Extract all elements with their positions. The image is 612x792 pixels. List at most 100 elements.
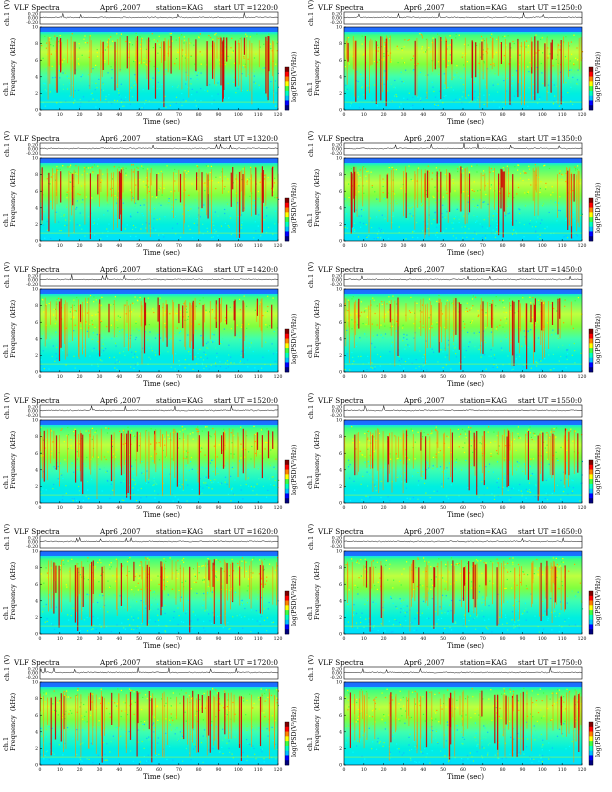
y-tick-label: 10 <box>32 156 38 162</box>
amplitude-frame <box>40 274 278 286</box>
x-tick-label: 70 <box>176 374 182 380</box>
x-tick-label: 10 <box>57 636 63 642</box>
y-tick-label: 2 <box>339 615 342 621</box>
colorbar <box>285 460 289 503</box>
spectrogram-panel: VLF Spectra Apr6 ,2007 station=KAG start UT… <box>306 4 598 122</box>
spectrogram-panel: VLF Spectra Apr6 ,2007 station=KAG start UT… <box>2 135 294 253</box>
panel-plot: 0.200.00-0.2002468100 10 20 30 40 50 60 70 80 90 1… <box>306 528 598 648</box>
y-tick-label: 6 <box>35 451 38 457</box>
panel-plot: 0.200.00-0.2002468100 10 20 30 40 50 60 70 80 90 1… <box>306 266 598 386</box>
x-tick-label: 10 <box>361 505 367 511</box>
y-tick-label: 2 <box>339 91 342 97</box>
x-tick-label: 50 <box>136 374 142 380</box>
x-tick-label: 110 <box>254 505 263 511</box>
x-tick-label: 80 <box>196 374 202 380</box>
y-tick-label: 10 <box>32 549 38 555</box>
x-tick-label: 60 <box>156 505 162 511</box>
y-tick-label: 2 <box>35 746 38 752</box>
y-tick-label: 4 <box>339 205 342 211</box>
x-tick-label: 70 <box>176 505 182 511</box>
x-tick-label: 40 <box>420 767 426 773</box>
spectrogram-noise-band <box>40 158 278 163</box>
x-tick-label: 10 <box>57 374 63 380</box>
y-tick-label: 10 <box>32 418 38 424</box>
x-tick-label: 90 <box>216 112 222 118</box>
spectrogram-noise-band <box>40 682 278 687</box>
x-tick-label: 30 <box>97 374 103 380</box>
panel-plot: 0.200.00-0.2002468100 10 20 30 40 50 60 70 80 90 1… <box>2 4 294 124</box>
colorbar <box>589 198 593 241</box>
spectrogram-panel: VLF Spectra Apr6 ,2007 station=KAG start UT… <box>2 659 294 777</box>
x-tick-label: 20 <box>77 374 83 380</box>
y-tick-label: 10 <box>336 680 342 686</box>
x-tick-label: 60 <box>156 767 162 773</box>
x-tick-label: 10 <box>361 112 367 118</box>
y-tick-label: 8 <box>339 696 342 702</box>
x-tick-label: 110 <box>558 374 567 380</box>
x-tick-label: 120 <box>274 243 283 249</box>
amplitude-frame <box>344 12 582 24</box>
x-tick-label: 100 <box>538 243 547 249</box>
x-tick-label: 30 <box>401 767 407 773</box>
x-tick-label: 120 <box>578 112 587 118</box>
x-tick-label: 30 <box>97 112 103 118</box>
x-tick-label: 100 <box>234 374 243 380</box>
y-tick-label: 8 <box>35 696 38 702</box>
x-tick-label: 20 <box>381 374 387 380</box>
x-tick-label: 40 <box>116 243 122 249</box>
x-tick-label: 10 <box>361 636 367 642</box>
x-tick-label: 110 <box>558 636 567 642</box>
x-tick-label: 90 <box>520 374 526 380</box>
spectrogram-noise-band <box>344 420 582 425</box>
x-tick-label: 30 <box>97 636 103 642</box>
x-tick-label: 40 <box>116 767 122 773</box>
panel-plot: 0.200.00-0.2002468100 10 20 30 40 50 60 70 80 90 1… <box>2 397 294 517</box>
y-tick-label: 4 <box>339 467 342 473</box>
x-tick-label: 90 <box>520 112 526 118</box>
y-tick-label: 6 <box>339 189 342 195</box>
x-tick-label: 0 <box>343 767 346 773</box>
y-tick-label: 6 <box>339 713 342 719</box>
x-tick-label: 10 <box>57 767 63 773</box>
x-tick-label: 80 <box>196 112 202 118</box>
x-tick-label: 120 <box>274 767 283 773</box>
x-tick-label: 40 <box>420 505 426 511</box>
y-tick-label: 4 <box>35 467 38 473</box>
x-tick-label: 70 <box>480 243 486 249</box>
y-tick-label: 10 <box>32 287 38 293</box>
x-tick-label: 90 <box>216 505 222 511</box>
x-tick-label: 0 <box>343 374 346 380</box>
y-tick-label: 6 <box>35 713 38 719</box>
x-tick-label: 0 <box>39 636 42 642</box>
y-tick-label: 10 <box>32 25 38 31</box>
x-tick-label: 30 <box>97 243 103 249</box>
x-tick-label: 100 <box>234 767 243 773</box>
y-tick-label: 6 <box>339 320 342 326</box>
x-tick-label: 120 <box>274 374 283 380</box>
x-tick-label: 80 <box>500 767 506 773</box>
spectrogram-panel: VLF Spectra Apr6 ,2007 station=KAG start UT… <box>2 528 294 646</box>
x-tick-label: 60 <box>156 243 162 249</box>
y-tick-label: 2 <box>339 746 342 752</box>
y-tick-label: 10 <box>336 418 342 424</box>
y-tick-label: 2 <box>339 484 342 490</box>
y-tick-label: 4 <box>339 74 342 80</box>
x-tick-label: 80 <box>196 767 202 773</box>
x-tick-label: 50 <box>136 636 142 642</box>
spectrogram-background <box>40 158 278 241</box>
x-tick-label: 50 <box>440 112 446 118</box>
y-tick-label: 2 <box>339 353 342 359</box>
x-tick-label: 100 <box>234 505 243 511</box>
x-tick-label: 0 <box>39 374 42 380</box>
x-tick-label: 80 <box>500 505 506 511</box>
x-tick-label: 110 <box>254 636 263 642</box>
spectrogram-noise-band <box>344 682 582 687</box>
x-tick-label: 110 <box>254 112 263 118</box>
x-tick-label: 70 <box>176 767 182 773</box>
figure: VLF Spectra Apr6 ,2007 station=KAG start UT… <box>0 0 612 792</box>
x-tick-label: 40 <box>116 636 122 642</box>
y-tick-label: 4 <box>35 336 38 342</box>
x-tick-label: 0 <box>39 767 42 773</box>
y-tick-label: 2 <box>35 484 38 490</box>
